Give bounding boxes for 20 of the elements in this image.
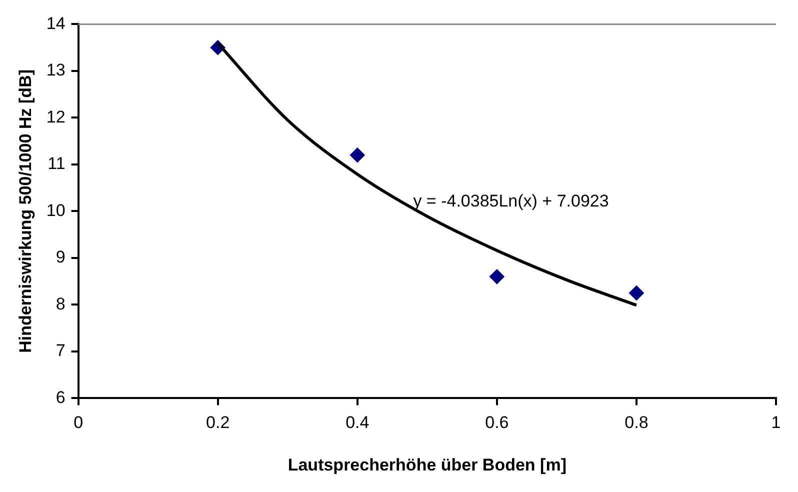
point: [628, 286, 644, 301]
y-tick-label: 13: [46, 60, 66, 80]
x-tick-label: 0.4: [346, 413, 370, 432]
x-tick-label: 0.6: [485, 413, 509, 432]
x-tick-label: 0: [74, 413, 84, 432]
y-tick-label: 9: [56, 248, 66, 267]
x-axis-title: Lautsprecherhöhe über Boden [m]: [288, 455, 566, 474]
y-tick-label: 14: [46, 14, 66, 33]
point: [350, 148, 365, 163]
y-tick-label: 11: [48, 154, 66, 174]
y-tick-label: 8: [56, 294, 66, 314]
x-tick-label: 0.2: [206, 413, 230, 432]
y-tick-label: 10: [46, 200, 66, 220]
x-tick-label: 0.8: [624, 413, 648, 432]
y-tick-label: 7: [56, 341, 66, 360]
point: [489, 269, 504, 284]
y-tick-label: 12: [46, 107, 66, 126]
y-tick-label: 6: [56, 388, 66, 407]
y-axis-title: Hinderniswirkung 500/1000 Hz [dB]: [16, 69, 35, 353]
x-tick-label: 1: [771, 413, 781, 432]
